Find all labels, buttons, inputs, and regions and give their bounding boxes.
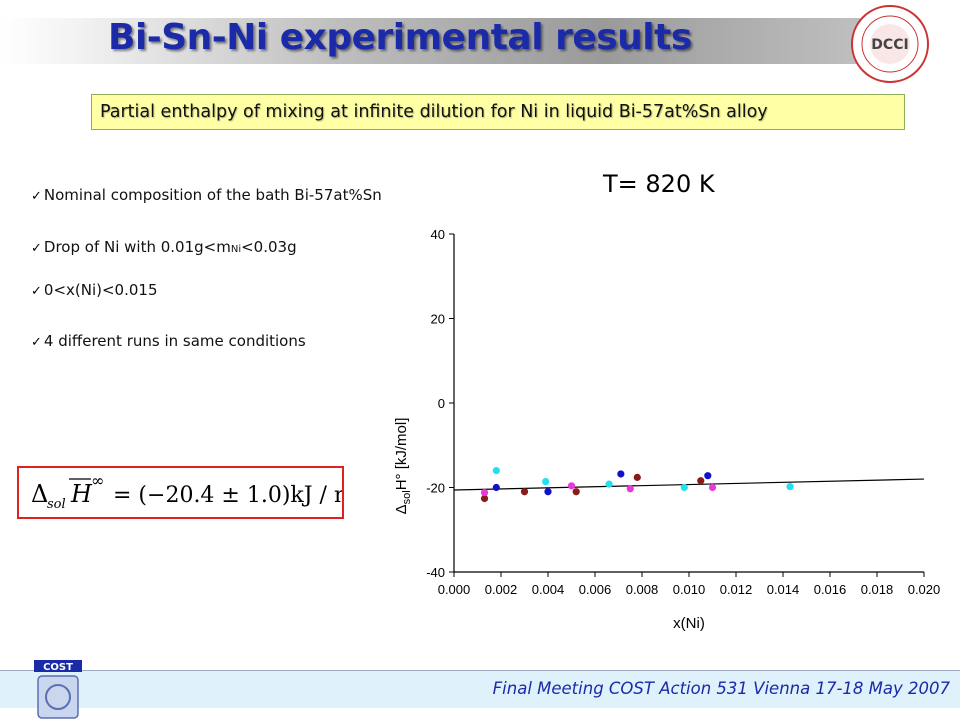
x-tick-label: 0.006 — [579, 582, 612, 597]
data-point — [567, 482, 576, 490]
check-icon: ✓ — [31, 189, 42, 204]
cost-logo: COST — [34, 660, 82, 719]
x-tick-label: 0.014 — [767, 582, 800, 597]
data-point — [786, 483, 794, 491]
x-tick-label: 0.000 — [438, 582, 471, 597]
data-point — [480, 488, 489, 497]
formula-delta: Δ — [31, 480, 48, 508]
data-point — [605, 480, 613, 488]
y-axis-label-rest: H° [kJ/mol] — [393, 418, 410, 491]
bullet-text-pre: Drop of Ni with 0.01g<m — [43, 238, 231, 256]
y-tick-label: 20 — [431, 312, 445, 327]
data-point — [680, 483, 688, 492]
logo-text: DCCI — [871, 37, 908, 53]
x-tick-label: 0.002 — [485, 582, 518, 597]
data-point — [492, 467, 500, 475]
data-point — [492, 483, 500, 492]
enthalpy-scatter-chart: 40 20 0 -20 -40 0.000 0.002 0.004 0.006 0.008 0.01… — [393, 227, 940, 632]
x-tick-label: 0.020 — [908, 582, 941, 597]
data-point — [633, 473, 641, 481]
x-tick-label: 0.004 — [532, 582, 565, 597]
bullet-drop: ✓ Drop of Ni with 0.01g<m Ni <0.03g — [31, 238, 297, 256]
bullet-text: 4 different runs in same conditions — [43, 332, 306, 350]
bullet-text-sub: Ni — [230, 244, 242, 255]
y-tick-label: 0 — [438, 396, 445, 411]
formula-sub: sol — [47, 497, 66, 512]
chart-ticks: 40 20 0 -20 -40 0.000 0.002 0.004 0.006 0.008 0.01… — [426, 227, 940, 597]
title-bar — [0, 18, 860, 64]
bullet-text: Nominal composition of the bath Bi-57at%… — [43, 186, 382, 204]
bullet-composition: ✓ Nominal composition of the bath Bi-57a… — [31, 186, 382, 204]
y-axis-label-sub: sol — [401, 490, 413, 504]
y-tick-label: 40 — [431, 227, 445, 242]
temperature-label: T= 820 K — [603, 170, 715, 198]
x-tick-label: 0.010 — [673, 582, 706, 597]
check-icon: ✓ — [31, 335, 42, 350]
bullet-runs: ✓ 4 different runs in same conditions — [31, 332, 306, 350]
data-point — [480, 494, 489, 503]
data-point — [708, 483, 717, 492]
dcci-logo: DCCI — [851, 5, 929, 83]
bullet-text: 0<x(Ni)<0.015 — [43, 281, 158, 299]
data-point — [704, 472, 712, 480]
x-tick-label: 0.018 — [861, 582, 894, 597]
formula-sup: ∞ — [91, 471, 104, 490]
check-icon: ✓ — [31, 284, 42, 299]
chart-axes — [453, 234, 924, 573]
data-point — [626, 485, 634, 493]
formula-H: H — [70, 480, 93, 508]
y-tick-label: -40 — [426, 565, 445, 580]
subtitle-text: Partial enthalpy of mixing at infinite d… — [100, 102, 768, 122]
formula-svg: Δ sol H ∞ = (−20.4 ± 1.0)kJ / mol — [31, 471, 375, 512]
fit-line — [453, 478, 925, 491]
cost-label: COST — [43, 662, 73, 673]
page-title: Bi-Sn-Ni experimental results — [108, 17, 692, 58]
x-tick-label: 0.016 — [814, 582, 847, 597]
data-point — [542, 477, 550, 486]
subtitle-box: Partial enthalpy of mixing at infinite d… — [91, 94, 905, 130]
chart-points — [480, 467, 794, 503]
data-point — [572, 488, 580, 496]
y-axis-label: ΔsolH° [kJ/mol] — [393, 418, 413, 515]
x-tick-label: 0.012 — [720, 582, 753, 597]
x-axis-label: x(Ni) — [673, 615, 705, 632]
y-tick-label: -20 — [426, 481, 445, 496]
footer-text: Final Meeting COST Action 531 Vienna 17-… — [492, 679, 950, 698]
formula-box: Δ sol H ∞ = (−20.4 ± 1.0)kJ / mol — [17, 466, 375, 519]
data-point — [617, 470, 625, 478]
check-icon: ✓ — [31, 241, 42, 256]
bullet-text-post: <0.03g — [241, 238, 297, 256]
data-point — [544, 488, 552, 496]
data-point — [520, 488, 529, 496]
formula-rhs: = (−20.4 ± 1.0)kJ / mol — [113, 483, 342, 508]
footer: Final Meeting COST Action 531 Vienna 17-… — [0, 670, 960, 708]
y-axis-label-delta: Δ — [393, 504, 410, 514]
x-tick-label: 0.008 — [626, 582, 659, 597]
bullet-range: ✓ 0<x(Ni)<0.015 — [31, 281, 158, 299]
data-point — [697, 477, 705, 485]
